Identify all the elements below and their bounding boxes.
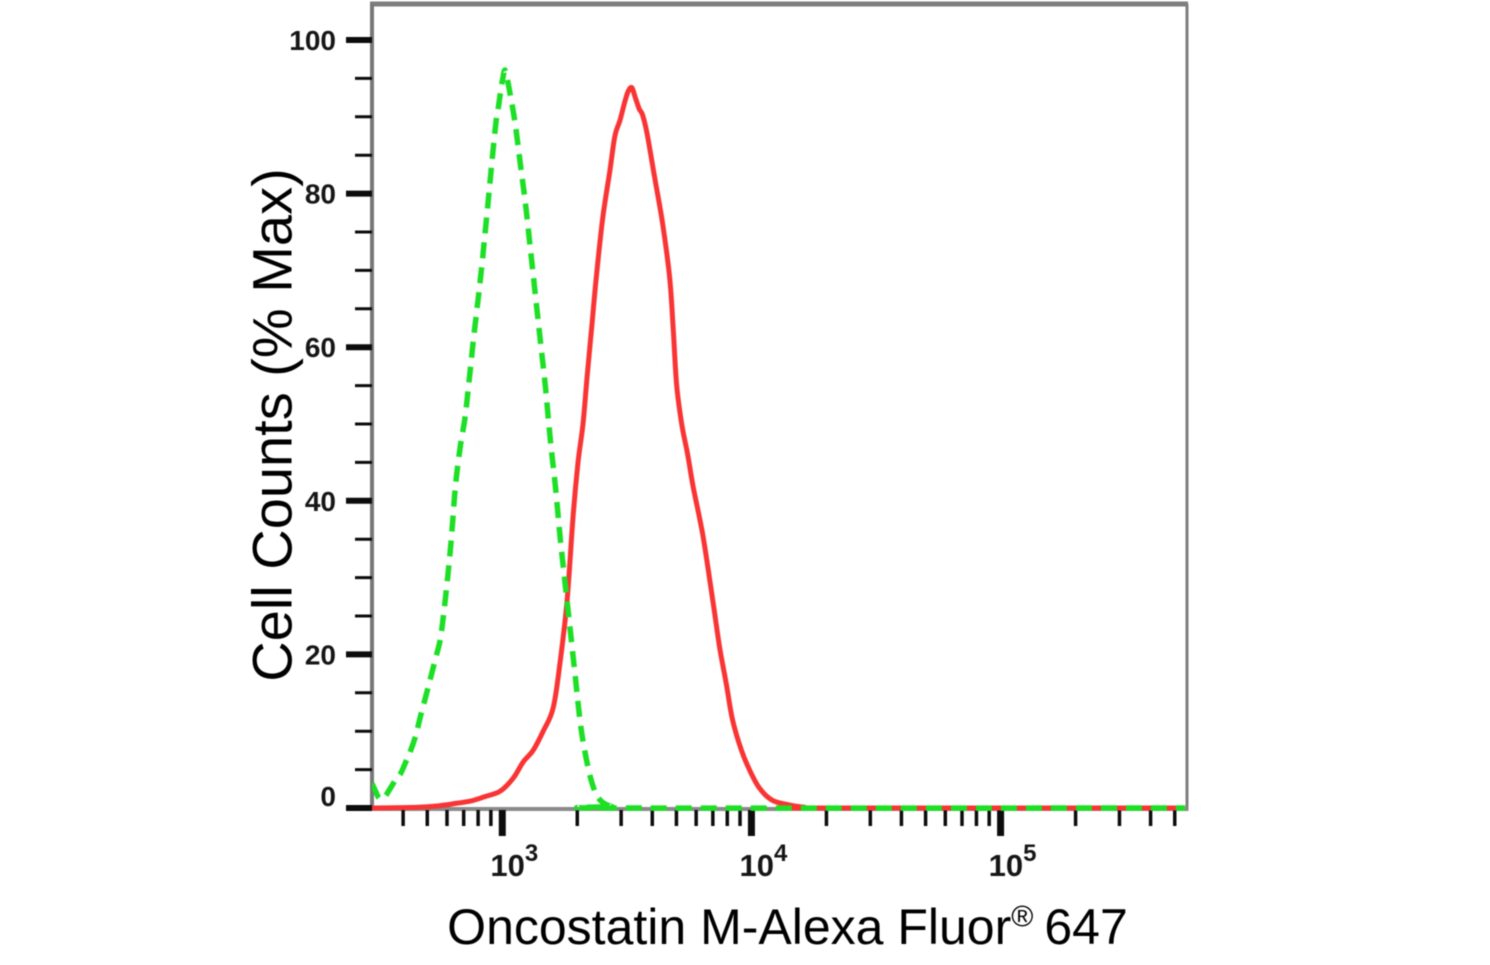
- y-tick-label: 60: [305, 332, 336, 363]
- red-solid-curve: [372, 84, 1186, 811]
- x-axis-title-text: Oncostatin M-Alexa Fluor: [447, 899, 1012, 955]
- y-tick-label: 0: [320, 781, 336, 812]
- x-tick-label: 104: [740, 840, 788, 883]
- registered-trademark-icon: ®: [1011, 900, 1034, 934]
- y-tick-label: 100: [289, 25, 336, 56]
- x-tick-label: 103: [490, 840, 538, 883]
- y-tick-label: 40: [305, 486, 336, 517]
- x-axis-title-suffix: 647: [1044, 899, 1128, 955]
- x-axis-title: Oncostatin M-Alexa Fluor® 647: [380, 898, 1195, 956]
- y-tick-label: 20: [305, 639, 336, 670]
- y-axis-title: Cell Counts (% Max): [240, 168, 304, 682]
- y-tick-label: 80: [305, 179, 336, 210]
- green-dashed-curve: [372, 67, 1186, 811]
- x-tick-label: 105: [989, 840, 1037, 883]
